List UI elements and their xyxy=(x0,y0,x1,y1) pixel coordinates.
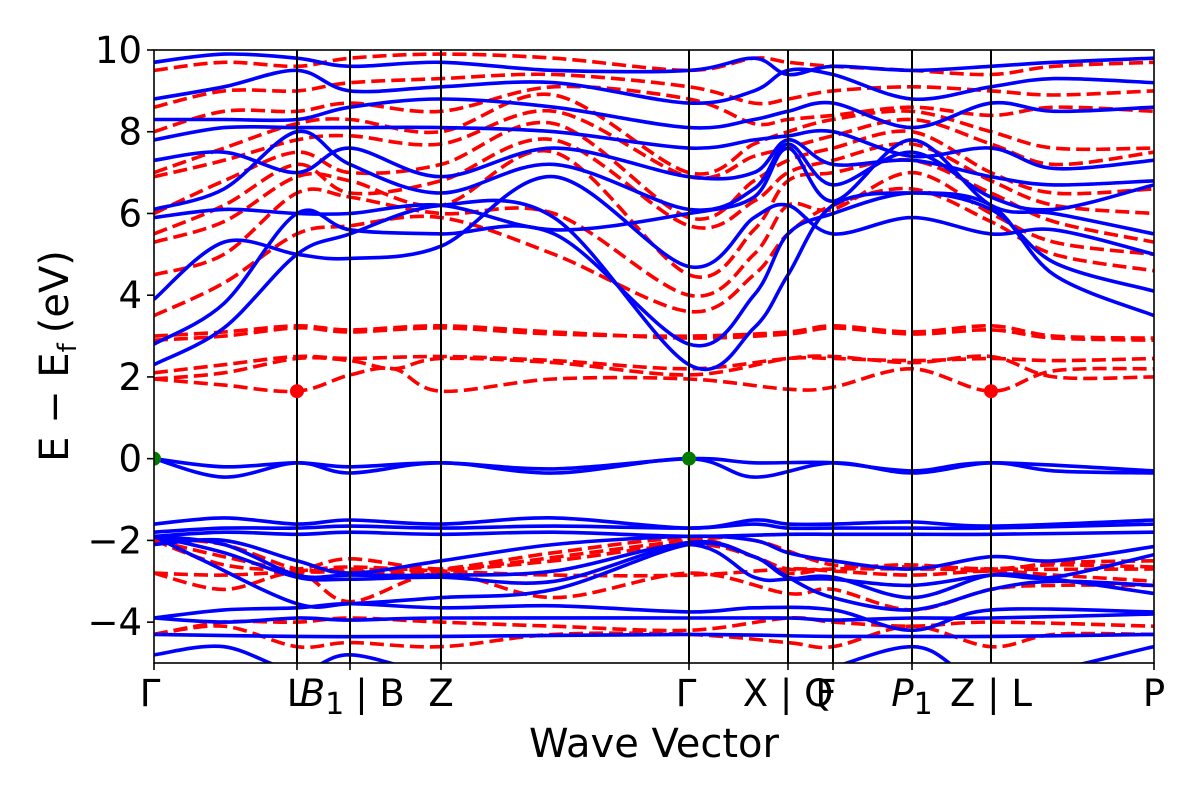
x-tick-label: P xyxy=(1143,672,1165,715)
y-tick-label: −4 xyxy=(87,601,142,644)
y-tick-label: 8 xyxy=(118,111,142,154)
spin-down-band-15 xyxy=(154,137,1154,236)
spin-down-band-1 xyxy=(154,615,1154,637)
y-axis-title-sub: f xyxy=(53,342,83,352)
spin-up-band-22 xyxy=(154,52,1154,77)
high-symmetry-lines xyxy=(296,50,992,663)
y-axis-ticks: −4 −2 0 2 4 6 8 10 xyxy=(87,29,154,644)
spin-up-band-16 xyxy=(154,138,1154,236)
x-tick-label: B1 xyxy=(300,672,344,722)
x-tick-label: Γ xyxy=(676,672,697,715)
spin-up-band-10 xyxy=(154,516,1154,530)
x-tick-label: P1 xyxy=(891,672,932,722)
cbm-marker-2 xyxy=(290,384,304,399)
spin-up-band-21 xyxy=(154,67,1154,106)
y-tick-label: 0 xyxy=(118,438,142,481)
spin-up-band-15 xyxy=(154,174,1154,301)
y-tick-label: 6 xyxy=(118,192,142,235)
y-tick-label: −2 xyxy=(87,519,142,562)
spin-down-band-14 xyxy=(154,148,1154,279)
x-tick-label: Γ xyxy=(140,672,161,715)
y-tick-label: 10 xyxy=(95,29,142,72)
x-tick-label: Z xyxy=(428,672,453,715)
spin-down-band-18 xyxy=(154,92,1154,176)
x-tick-label: F xyxy=(815,672,836,715)
y-tick-label: 2 xyxy=(118,356,142,399)
spin-up-band-1 xyxy=(154,632,1154,639)
spin-up-band-3 xyxy=(154,612,1154,624)
spin-up-band-8 xyxy=(154,530,1154,539)
x-tick-label: Z | L xyxy=(950,672,1032,715)
extrema-markers xyxy=(154,384,998,466)
x-tick-label: | B xyxy=(355,672,405,715)
x-axis-ticks: Γ LB1 | B Z Γ X | QF P1 Z | L P xyxy=(140,663,1165,722)
spin-down-band-11 xyxy=(154,323,1154,342)
spin-up-band-17 xyxy=(154,129,1154,212)
plot-frame xyxy=(153,49,1155,664)
svg-text:E − Ef(eV): E − Ef (eV) xyxy=(32,250,83,462)
y-tick-label: 4 xyxy=(118,274,142,317)
x-tick-label: X | Q xyxy=(743,672,833,715)
y-axis-title-unit: (eV) xyxy=(32,250,78,333)
spin-down-band-13 xyxy=(154,170,1154,298)
spin-up-band-14 xyxy=(154,191,1154,348)
spin-up-band-18 xyxy=(154,138,1154,187)
spin-down-band-20 xyxy=(154,72,1154,109)
vbm-marker-0 xyxy=(154,451,161,466)
spin-down-band-7 xyxy=(154,366,1154,394)
cbm-marker-3 xyxy=(984,384,998,399)
vbm-marker-1 xyxy=(682,451,696,466)
y-axis-title-main: E − E xyxy=(32,352,78,462)
spin-down-band-16 xyxy=(154,120,1154,221)
spin-down-band-10 xyxy=(154,323,1154,342)
spin-down-band-12 xyxy=(154,186,1154,318)
x-tick-label: L xyxy=(287,672,308,715)
bands-layer xyxy=(154,52,1154,663)
x-axis-title: Wave Vector xyxy=(529,721,780,767)
y-axis-title: E − Ef (eV) xyxy=(32,250,83,462)
